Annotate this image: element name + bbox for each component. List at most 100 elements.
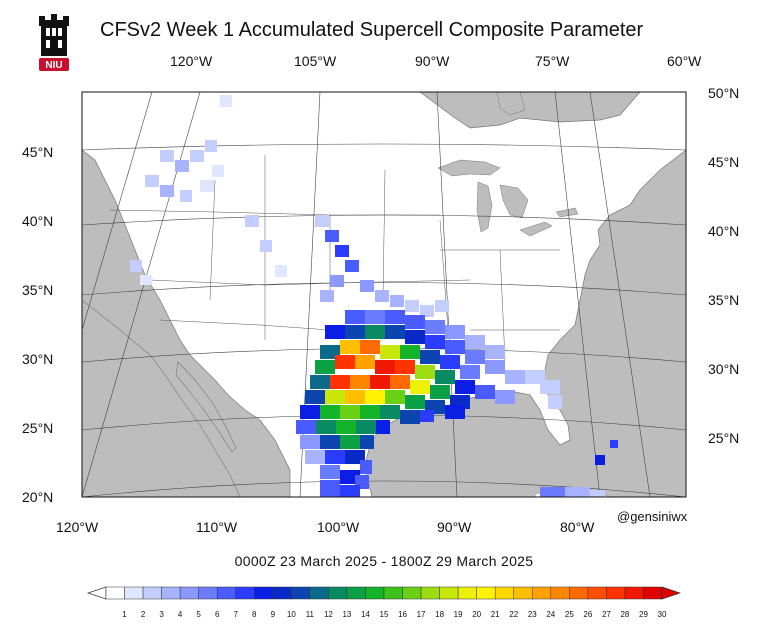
colorbar-swatch (272, 586, 292, 600)
scp-cell (130, 260, 142, 272)
colorbar-left-arrow (86, 586, 107, 600)
scp-cell (540, 487, 565, 497)
right-lat-label: 45°N (708, 154, 740, 170)
colorbar-tick-label: 20 (472, 610, 482, 619)
hudson-bay (496, 92, 526, 116)
top-lon-label: 105°W (294, 53, 337, 69)
scp-cell (595, 455, 605, 465)
colorbar-tick-label: 25 (564, 610, 574, 619)
scp-cell (425, 320, 445, 334)
scp-cell (430, 385, 450, 399)
scp-cell (345, 260, 359, 272)
scp-cell (325, 390, 345, 404)
niu-logo: NIU (39, 14, 69, 71)
scp-cell (365, 390, 385, 404)
chart-title: CFSv2 Week 1 Accumulated Supercell Compo… (100, 19, 644, 41)
scp-cell (205, 140, 217, 152)
scp-cell (495, 390, 515, 404)
scp-cell (475, 385, 495, 399)
lake-michigan (476, 181, 493, 233)
colorbar-tick-label: 17 (416, 610, 426, 619)
scp-cell (315, 215, 329, 227)
colorbar-swatch (216, 586, 236, 600)
niu-logo-text: NIU (45, 60, 62, 71)
colorbar-swatch (494, 586, 514, 600)
scp-cell (140, 275, 152, 285)
colorbar-tick-label: 18 (435, 610, 445, 619)
colorbar-swatch (105, 586, 125, 600)
scp-cell (300, 435, 320, 449)
colorbar-right-arrow (661, 586, 682, 600)
scp-cell (220, 95, 232, 107)
scp-cell (420, 350, 440, 364)
colorbar-swatch (346, 586, 366, 600)
colorbar (86, 586, 682, 600)
scp-cell (160, 150, 174, 162)
scp-cell (360, 460, 372, 474)
scp-cell (415, 365, 435, 379)
scp-cell (445, 340, 465, 354)
scp-cell (440, 355, 460, 369)
colorbar-swatch (587, 586, 607, 600)
colorbar-tick-label: 13 (342, 610, 352, 619)
scp-cell (320, 405, 340, 419)
right-lat-label: 40°N (708, 223, 740, 239)
lake-ontario (555, 207, 579, 218)
scp-cell (400, 345, 420, 359)
colorbar-tick-label: 19 (453, 610, 463, 619)
colorbar-tick-label: 14 (361, 610, 370, 619)
colorbar-tick-label: 2 (140, 610, 146, 619)
scp-cell (405, 300, 419, 312)
right-lat-label: 25°N (708, 430, 740, 446)
scp-cell (405, 315, 425, 329)
colorbar-tick-label: 27 (601, 610, 611, 619)
colorbar-swatch (532, 586, 552, 600)
colorbar-swatch (328, 586, 348, 600)
colorbar-swatch (550, 586, 570, 600)
right-lat-label: 50°N (708, 85, 740, 101)
scp-shading (130, 95, 618, 497)
scp-cell (340, 485, 360, 497)
scp-cell (365, 325, 385, 339)
colorbar-tick-label: 8 (252, 610, 257, 619)
scp-cell (145, 175, 159, 187)
scp-cell (180, 190, 192, 202)
scp-cell (336, 420, 356, 434)
colorbar-tick-label: 7 (233, 610, 238, 619)
left-lat-label: 20°N (22, 489, 54, 505)
colorbar-tick-label: 30 (657, 610, 667, 619)
scp-cell (200, 180, 214, 192)
scp-cell (385, 310, 405, 324)
lake-erie (519, 221, 553, 237)
colorbar-swatch (254, 586, 274, 600)
top-lon-label: 75°W (535, 53, 570, 69)
scp-cell (360, 405, 380, 419)
scp-cell (355, 355, 375, 369)
mexico-west-coast (82, 299, 241, 497)
left-lat-label: 35°N (22, 282, 54, 298)
scp-cell (320, 290, 334, 302)
colorbar-swatch (439, 586, 459, 600)
colorbar-swatch (291, 586, 311, 600)
scp-cell (420, 305, 434, 317)
bottom-lon-label: 80°W (560, 519, 595, 535)
scp-cell (465, 350, 485, 364)
colorbar-swatch (124, 586, 144, 600)
scp-cell (335, 355, 355, 369)
bottom-lon-label: 100°W (317, 519, 360, 535)
scp-cell (445, 325, 465, 339)
scp-cell (380, 345, 400, 359)
scp-cell (320, 435, 340, 449)
colorbar-tick-label: 12 (323, 610, 333, 619)
left-lat-label: 30°N (22, 351, 54, 367)
colorbar-tick-label: 21 (490, 610, 500, 619)
scp-cell (548, 395, 562, 409)
scp-cell (610, 440, 618, 448)
lake-superior (437, 159, 501, 177)
scp-cell (300, 405, 320, 419)
scp-cell (385, 325, 405, 339)
bottom-lon-label: 120°W (56, 519, 99, 535)
colorbar-swatch (198, 586, 218, 600)
scp-cell (310, 375, 330, 389)
colorbar-tick-label: 11 (305, 610, 315, 619)
